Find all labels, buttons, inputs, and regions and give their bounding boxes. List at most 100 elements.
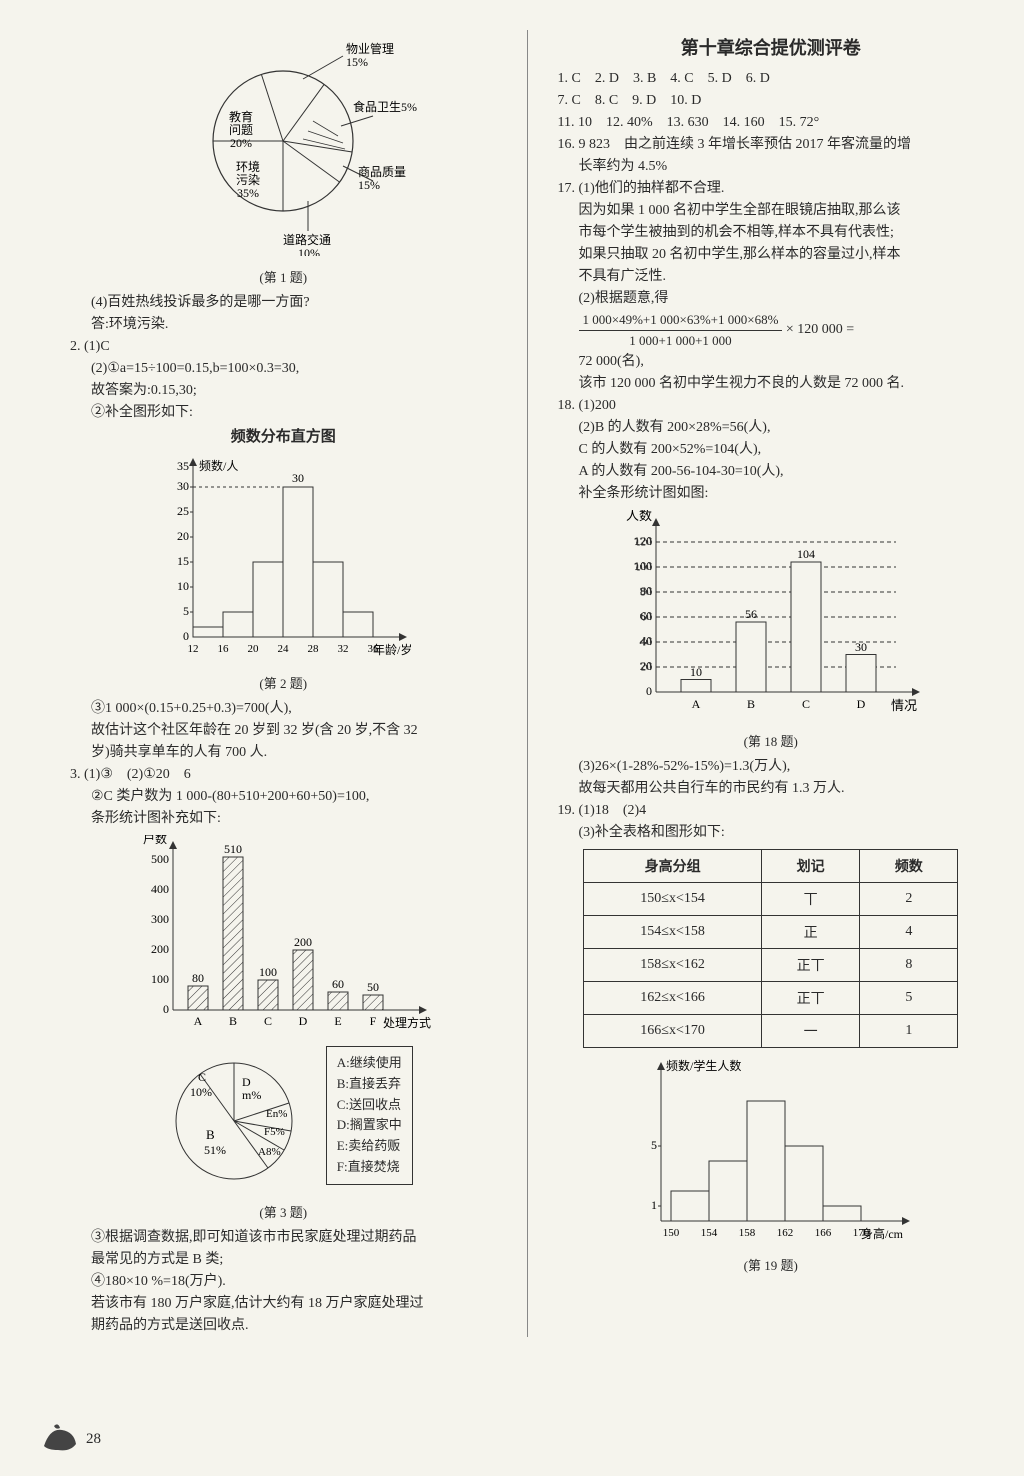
chapter-title: 第十章综合提优测评卷 <box>558 34 985 60</box>
legend-item: C:送回收点 <box>337 1095 402 1116</box>
svg-text:500: 500 <box>151 852 169 866</box>
svg-text:F: F <box>370 1014 377 1028</box>
page-footer: 28 <box>40 1422 101 1456</box>
svg-text:A: A <box>691 697 700 711</box>
svg-text:C: C <box>264 1014 272 1028</box>
text-line: C 的人数有 200×52%=104(人), <box>558 439 985 460</box>
svg-text:56: 56 <box>745 607 757 621</box>
svg-text:商品质量: 商品质量 <box>358 164 406 179</box>
svg-text:80: 80 <box>192 971 204 985</box>
svg-text:80: 80 <box>640 584 652 598</box>
svg-text:0: 0 <box>183 629 189 643</box>
caption-q19: (第 19 题) <box>558 1255 985 1274</box>
svg-text:D: D <box>856 697 865 711</box>
text-line: 若该市有 180 万户家庭,估计大约有 18 万户家庭处理过 <box>70 1293 497 1314</box>
svg-text:170: 170 <box>853 1227 870 1239</box>
svg-text:m%: m% <box>242 1088 261 1102</box>
fraction-tail: × 120 000 = <box>786 322 854 337</box>
text-line: 19. (1)18 (2)4 <box>558 800 985 821</box>
text-line: 答:环境污染. <box>70 314 497 335</box>
caption-q18: (第 18 题) <box>558 731 985 750</box>
text-line: A 的人数有 200-56-104-30=10(人), <box>558 461 985 482</box>
bar-chart-q18: 人数 情况 0 20 40 60 80 100 120 <box>558 510 985 725</box>
text-line: 补全条形统计图如图: <box>558 483 985 504</box>
histogram-q2: 频数/人 年龄/岁 0 5 10 15 20 25 30 35 <box>70 452 497 667</box>
svg-text:50: 50 <box>367 980 379 994</box>
svg-text:D: D <box>242 1075 251 1089</box>
text-line: 期药品的方式是送回收点. <box>70 1315 497 1336</box>
svg-text:1: 1 <box>651 1198 657 1212</box>
svg-text:10: 10 <box>177 579 189 593</box>
svg-text:环境: 环境 <box>236 159 260 174</box>
table-header: 频数 <box>860 850 958 883</box>
text-line: (3)26×(1-28%-52%-15%)=1.3(万人), <box>558 756 985 777</box>
page-root: 教育 问题 20% 环境 污染 35% 物业管理 15% 食品卫生5% 商品质量… <box>0 0 1024 1357</box>
text-line: ③1 000×(0.15+0.25+0.3)=700(人), <box>70 698 497 719</box>
svg-text:16: 16 <box>218 643 230 655</box>
svg-text:20: 20 <box>248 643 260 655</box>
svg-text:C: C <box>802 697 810 711</box>
table-row: 166≤x<170一1 <box>584 1015 958 1048</box>
svg-text:人数: 人数 <box>626 510 652 523</box>
svg-text:400: 400 <box>151 882 169 896</box>
text-line: ③根据调查数据,即可知道该市市民家庭处理过期药品 <box>70 1227 497 1248</box>
svg-text:C: C <box>198 1070 206 1084</box>
caption-q2: (第 2 题) <box>70 673 497 692</box>
text-line: (2)根据题意,得 <box>558 288 985 309</box>
answers-row: 1. C 2. D 3. B 4. C 5. D 6. D <box>558 68 985 89</box>
left-column: 教育 问题 20% 环境 污染 35% 物业管理 15% 食品卫生5% 商品质量… <box>70 30 497 1337</box>
svg-text:25: 25 <box>177 504 189 518</box>
svg-text:40: 40 <box>640 634 652 648</box>
svg-text:35%: 35% <box>237 186 259 200</box>
svg-text:154: 154 <box>701 1227 718 1239</box>
page-number: 28 <box>86 1431 101 1448</box>
text-line: ④180×10 %=18(万户). <box>70 1271 497 1292</box>
svg-text:100: 100 <box>634 559 652 573</box>
svg-text:食品卫生5%: 食品卫生5% <box>353 99 417 114</box>
text-line: 最常见的方式是 B 类; <box>70 1249 497 1270</box>
svg-text:15: 15 <box>177 554 189 568</box>
svg-text:35: 35 <box>177 459 189 473</box>
svg-text:162: 162 <box>777 1227 794 1239</box>
svg-text:F5%: F5% <box>264 1126 285 1138</box>
svg-text:166: 166 <box>815 1227 832 1239</box>
svg-text:0: 0 <box>163 1002 169 1016</box>
svg-text:0: 0 <box>646 684 652 698</box>
pie-chart-q1: 教育 问题 20% 环境 污染 35% 物业管理 15% 食品卫生5% 商品质量… <box>70 36 497 261</box>
bar-chart-q3: 户数 处理方式 0 100 200 300 400 500 <box>70 835 497 1040</box>
svg-text:5: 5 <box>651 1138 657 1152</box>
svg-text:200: 200 <box>151 942 169 956</box>
text-line: 岁)骑共享单车的人有 700 人. <box>70 742 497 763</box>
text-line: 故答案为:0.15,30; <box>70 380 497 401</box>
svg-text:24: 24 <box>278 643 290 655</box>
text-line: 18. (1)200 <box>558 395 985 416</box>
text-line: 条形统计图补充如下: <box>70 808 497 829</box>
svg-text:28: 28 <box>308 643 320 655</box>
svg-text:51%: 51% <box>204 1143 226 1157</box>
svg-text:10%: 10% <box>298 246 320 256</box>
svg-text:10: 10 <box>690 665 702 679</box>
text-line: ②补全图形如下: <box>70 402 497 423</box>
answers-row: 11. 10 12. 40% 13. 630 14. 160 15. 72° <box>558 112 985 133</box>
text-line: 故每天都用公共自行车的市民约有 1.3 万人. <box>558 778 985 799</box>
svg-text:30: 30 <box>855 640 867 654</box>
svg-text:12: 12 <box>188 643 199 655</box>
svg-text:30: 30 <box>177 479 189 493</box>
svg-text:20: 20 <box>640 659 652 673</box>
svg-text:200: 200 <box>294 935 312 949</box>
table-row: 154≤x<158正4 <box>584 916 958 949</box>
svg-text:情况: 情况 <box>891 698 917 713</box>
answers-row: 7. C 8. C 9. D 10. D <box>558 90 985 111</box>
text-line: (2)①a=15÷100=0.15,b=100×0.3=30, <box>70 358 497 379</box>
svg-text:120: 120 <box>634 534 652 548</box>
svg-text:教育: 教育 <box>229 109 253 124</box>
text-line: (3)补全表格和图形如下: <box>558 822 985 843</box>
svg-text:物业管理: 物业管理 <box>346 41 394 56</box>
svg-text:处理方式: 处理方式 <box>383 1015 431 1030</box>
right-column: 第十章综合提优测评卷 1. C 2. D 3. B 4. C 5. D 6. D… <box>558 30 985 1337</box>
svg-text:户数: 户数 <box>143 835 167 846</box>
svg-text:B: B <box>206 1127 215 1142</box>
svg-text:20: 20 <box>177 529 189 543</box>
svg-text:5: 5 <box>183 604 189 618</box>
svg-text:60: 60 <box>640 609 652 623</box>
